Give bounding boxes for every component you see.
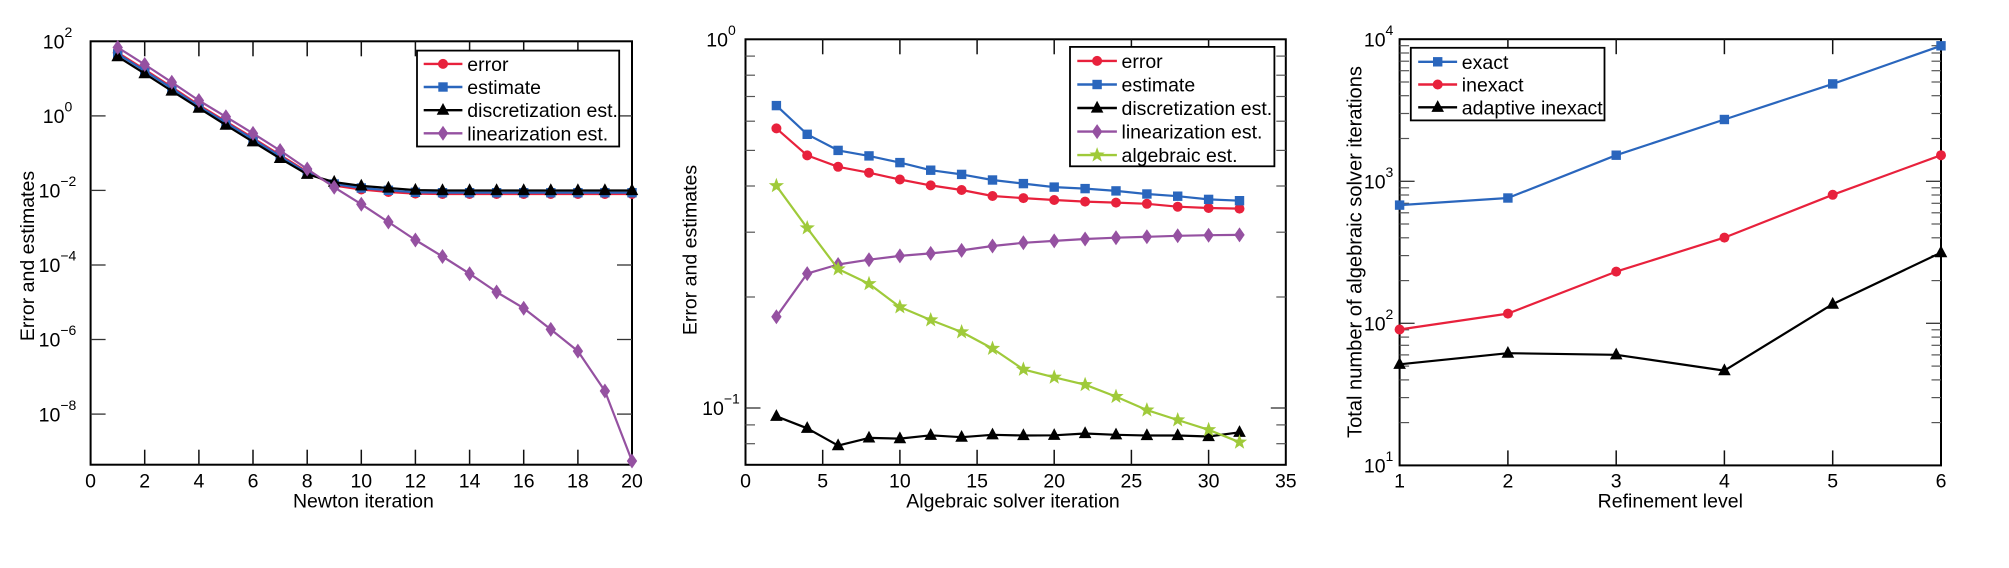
svg-text:15: 15 [966,471,988,493]
svg-text:35: 35 [1275,471,1297,493]
svg-text:30: 30 [1198,471,1220,493]
svg-text:Error and estimates: Error and estimates [17,171,39,341]
svg-text:8: 8 [302,471,313,493]
svg-text:Refinement level: Refinement level [1598,490,1743,512]
svg-text:linearization est.: linearization est. [467,123,608,145]
svg-text:14: 14 [459,471,481,493]
svg-text:Total number of algebraic solv: Total number of algebraic solver iterati… [1345,66,1367,438]
svg-text:inexact: inexact [1462,75,1524,97]
svg-text:exact: exact [1462,52,1509,74]
svg-text:1: 1 [1394,471,1405,493]
svg-text:Algebraic solver iteration: Algebraic solver iteration [906,490,1120,512]
svg-text:error: error [467,54,509,76]
svg-text:10: 10 [350,471,372,493]
svg-text:4: 4 [1719,471,1730,493]
svg-text:adaptive inexact: adaptive inexact [1462,97,1604,119]
svg-text:estimate: estimate [1122,75,1196,97]
svg-text:5: 5 [1827,471,1838,493]
svg-text:18: 18 [567,471,589,493]
svg-text:10: 10 [889,471,911,493]
svg-text:25: 25 [1121,471,1143,493]
svg-text:error: error [1122,51,1164,73]
svg-text:discretization est.: discretization est. [467,100,618,122]
svg-text:estimate: estimate [467,77,541,99]
svg-text:6: 6 [1936,471,1947,493]
svg-text:algebraic est.: algebraic est. [1122,145,1238,167]
svg-text:5: 5 [817,471,828,493]
svg-text:12: 12 [405,471,427,493]
svg-text:3: 3 [1611,471,1622,493]
svg-text:20: 20 [1043,471,1065,493]
svg-text:0: 0 [85,471,96,493]
svg-text:4: 4 [193,471,204,493]
svg-text:20: 20 [621,471,643,493]
svg-text:Error and estimates: Error and estimates [680,165,702,335]
svg-text:Newton iteration: Newton iteration [293,490,434,512]
svg-text:discretization est.: discretization est. [1122,98,1273,120]
svg-text:linearization est.: linearization est. [1122,122,1263,144]
svg-text:0: 0 [740,471,751,493]
svg-text:2: 2 [139,471,150,493]
svg-text:16: 16 [513,471,535,493]
svg-text:2: 2 [1502,471,1513,493]
svg-text:6: 6 [248,471,259,493]
